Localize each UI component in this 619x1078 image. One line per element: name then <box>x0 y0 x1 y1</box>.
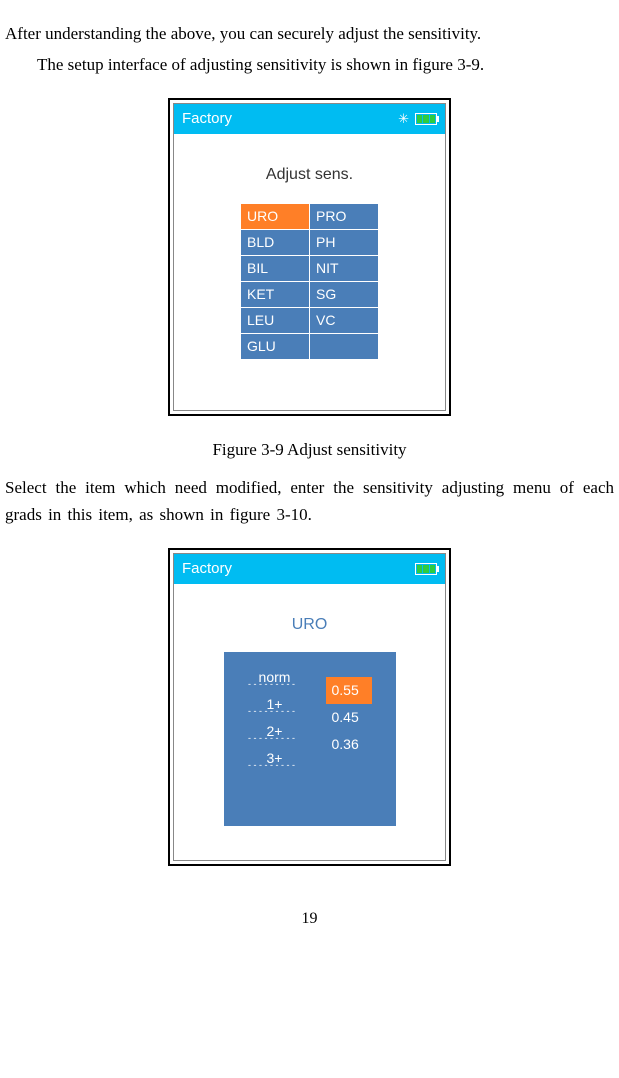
cell-empty <box>310 334 378 359</box>
intro-line-1: After understanding the above, you can s… <box>5 20 614 47</box>
cell-bil[interactable]: BIL <box>241 256 309 281</box>
status-bar: Factory ✳ <box>174 104 445 134</box>
cell-uro[interactable]: URO <box>241 204 309 229</box>
screen-title: Adjust sens. <box>266 162 353 188</box>
grad-3+: 3+- - - - - - - - - <box>234 745 316 772</box>
cell-bld[interactable]: BLD <box>241 230 309 255</box>
value-0.45[interactable]: 0.45 <box>326 704 386 731</box>
figure-3-9-device: Factory ✳ Adjust sens. UROPROBLDPHBILNIT… <box>168 98 451 416</box>
grad-1+: 1+- - - - - - - - - <box>234 691 316 718</box>
cell-leu[interactable]: LEU <box>241 308 309 333</box>
cell-glu[interactable]: GLU <box>241 334 309 359</box>
page-number: 19 <box>5 906 614 932</box>
cell-ph[interactable]: PH <box>310 230 378 255</box>
status-title: Factory <box>182 107 232 131</box>
battery-icon <box>415 113 437 125</box>
figure-3-10-device: Factory URO norm- - - - - - - - -1+- - -… <box>168 548 451 866</box>
cell-ket[interactable]: KET <box>241 282 309 307</box>
figure-3-9-caption: Figure 3-9 Adjust sensitivity <box>5 436 614 463</box>
value-0.55[interactable]: 0.55 <box>326 677 372 704</box>
cell-pro[interactable]: PRO <box>310 204 378 229</box>
status-title-2: Factory <box>182 557 232 581</box>
value-0.36[interactable]: 0.36 <box>326 731 386 758</box>
cell-vc[interactable]: VC <box>310 308 378 333</box>
uro-panel: norm- - - - - - - - -1+- - - - - - - - -… <box>224 652 396 826</box>
cell-nit[interactable]: NIT <box>310 256 378 281</box>
status-bar-2: Factory <box>174 554 445 584</box>
grad-norm: norm- - - - - - - - - <box>234 664 316 691</box>
battery-icon-2 <box>415 563 437 575</box>
para-3: Select the item which need modified, ent… <box>5 474 614 528</box>
intro-line-2: The setup interface of adjusting sensiti… <box>5 51 614 78</box>
grad-2+: 2+- - - - - - - - - <box>234 718 316 745</box>
uro-title: URO <box>292 612 328 638</box>
cell-sg[interactable]: SG <box>310 282 378 307</box>
bluetooth-icon: ✳ <box>398 109 409 130</box>
sensitivity-grid: UROPROBLDPHBILNITKETSGLEUVCGLU <box>241 204 378 359</box>
